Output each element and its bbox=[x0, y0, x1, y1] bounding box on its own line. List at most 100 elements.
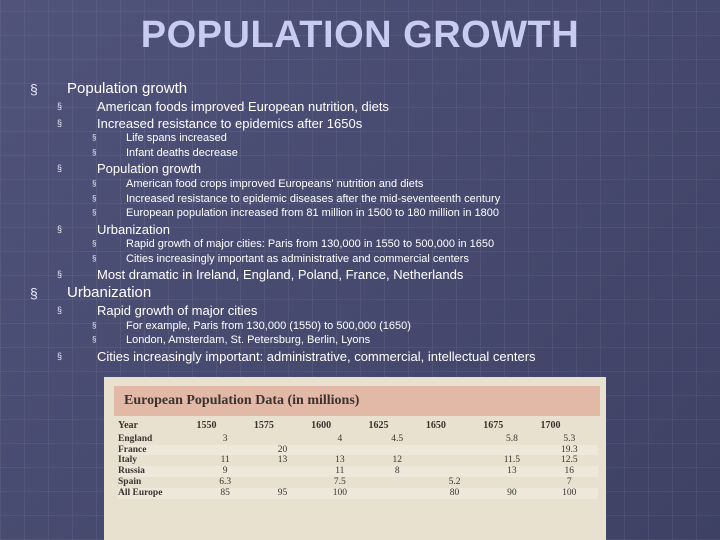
table-cell: 11 bbox=[335, 466, 345, 477]
table-cell bbox=[426, 466, 483, 477]
bullet-marker: § bbox=[92, 179, 97, 188]
table-cell bbox=[369, 477, 426, 488]
table-cell: 3 bbox=[222, 433, 228, 444]
table-header-cell: 1650 bbox=[425, 420, 446, 431]
table-title-bar: European Population Data (in millions) bbox=[114, 386, 600, 416]
table-cell: France bbox=[118, 444, 147, 455]
table-cell: 4.5 bbox=[391, 433, 404, 444]
table-cell: 4 bbox=[337, 433, 343, 444]
table-row: Spain 6.3 7.5 5.2 7 bbox=[118, 477, 598, 488]
bullet-marker: § bbox=[57, 224, 63, 234]
bullet-text: Population growth bbox=[67, 80, 188, 97]
bullet-text: Urbanization bbox=[67, 284, 152, 301]
table-row: Italy 11 13 13 12 11.5 12.5 bbox=[118, 455, 598, 466]
bullet-text: London, Amsterdam, St. Petersburg, Berli… bbox=[126, 334, 371, 346]
table-cell: 13 bbox=[507, 466, 517, 477]
table-cell: Spain bbox=[118, 476, 142, 487]
table-cell bbox=[311, 445, 368, 456]
slide-title: POPULATION GROWTH bbox=[140, 14, 580, 56]
bullet-text: Urbanization bbox=[97, 222, 170, 237]
table-header-cell: 1675 bbox=[483, 420, 504, 431]
table-cell: All Europe bbox=[118, 487, 163, 498]
bullet-text: For example, Paris from 130,000 (1550) t… bbox=[126, 320, 411, 332]
table-header-cell: 1700 bbox=[540, 420, 561, 431]
table-header-cell: 1600 bbox=[311, 420, 332, 431]
bullet-marker: § bbox=[92, 133, 97, 142]
table-cell bbox=[426, 445, 483, 456]
table-cell: 6.3 bbox=[219, 476, 232, 487]
bullet-marker: § bbox=[92, 208, 97, 217]
table-cell bbox=[483, 445, 540, 456]
table-cell: 7.5 bbox=[333, 476, 346, 487]
table-cell: 7 bbox=[566, 476, 572, 487]
table-cell: 8 bbox=[394, 466, 400, 477]
bullet-marker: § bbox=[57, 163, 63, 173]
table-cell bbox=[369, 445, 426, 456]
table-title: European Population Data (in millions) bbox=[124, 393, 360, 408]
bullet-text: Infant deaths decrease bbox=[126, 147, 238, 159]
table-header-cell: Year bbox=[118, 420, 138, 431]
population-data-table: European Population Data (in millions) Y… bbox=[104, 377, 606, 540]
table-header-cell: 1575 bbox=[253, 420, 274, 431]
bullet-marker: § bbox=[92, 239, 97, 248]
table-cell bbox=[196, 445, 253, 456]
table-cell: 100 bbox=[562, 487, 577, 498]
table-cell: 100 bbox=[332, 487, 347, 498]
table-cell bbox=[369, 488, 426, 499]
bullet-text: Rapid growth of major cities: Paris from… bbox=[126, 238, 495, 250]
bullet-text: Increased resistance to epidemic disease… bbox=[126, 193, 501, 205]
bullet-marker: § bbox=[30, 285, 38, 301]
bullet-text: Rapid growth of major cities bbox=[97, 303, 258, 318]
bullet-text: Cities increasingly important as adminis… bbox=[126, 253, 469, 265]
table-cell bbox=[254, 434, 311, 445]
table-row: All Europe 85 95 100 80 90 100 bbox=[118, 487, 598, 499]
table-cell: England bbox=[118, 433, 153, 444]
bullet-marker: § bbox=[57, 351, 63, 361]
bullet-text: Increased resistance to epidemics after … bbox=[97, 116, 363, 131]
table-header-row: Year 1550 1575 1600 1625 1650 1675 1700 bbox=[118, 420, 598, 434]
table-cell: 5.8 bbox=[505, 433, 518, 444]
table-cell: 90 bbox=[507, 487, 517, 498]
bullet-text: American foods improved European nutriti… bbox=[97, 99, 389, 114]
bullet-marker: § bbox=[92, 335, 97, 344]
table-cell: Russia bbox=[118, 466, 145, 477]
bullet-text: Life spans increased bbox=[126, 132, 227, 144]
table-cell: 9 bbox=[222, 466, 228, 477]
table-cell bbox=[254, 477, 311, 488]
table-row: Russia 9 11 8 13 16 bbox=[118, 466, 598, 477]
table-cell: 5.3 bbox=[563, 433, 576, 444]
table-cell bbox=[426, 434, 483, 445]
table-cell: 13 bbox=[335, 455, 345, 466]
bullet-marker: § bbox=[92, 321, 97, 330]
table-cell: 85 bbox=[220, 487, 230, 498]
table-cell: Italy bbox=[118, 455, 137, 466]
bullet-text: Population growth bbox=[97, 161, 202, 176]
table-header-cell: 1625 bbox=[368, 420, 389, 431]
bullet-marker: § bbox=[92, 148, 97, 157]
table-cell: 80 bbox=[449, 487, 460, 498]
table-cell: 5.2 bbox=[448, 476, 461, 487]
bullet-text: Cities increasingly important: administr… bbox=[97, 349, 536, 364]
bullet-text: Most dramatic in Ireland, England, Polan… bbox=[97, 267, 464, 282]
bullet-marker: § bbox=[57, 269, 63, 279]
table-cell: 12.5 bbox=[560, 455, 578, 466]
bullet-marker: § bbox=[57, 101, 63, 111]
bullet-marker: § bbox=[92, 194, 97, 203]
table-row: France 20 19.3 bbox=[118, 444, 598, 456]
population-table: Year 1550 1575 1600 1625 1650 1675 1700 … bbox=[118, 420, 598, 499]
table-cell: 13 bbox=[277, 455, 288, 466]
table-cell bbox=[426, 455, 483, 466]
table-cell: 95 bbox=[277, 487, 288, 498]
table-row: England 3 4 4.5 5.8 5.3 bbox=[118, 434, 598, 445]
bullet-marker: § bbox=[57, 118, 63, 128]
table-cell bbox=[483, 477, 540, 488]
table-header-cell: 1550 bbox=[196, 420, 217, 431]
bullet-marker: § bbox=[57, 305, 63, 315]
bullet-text: European population increased from 81 mi… bbox=[126, 207, 500, 219]
table-cell: 20 bbox=[277, 444, 288, 455]
bullet-marker: § bbox=[92, 254, 97, 263]
table-cell: 16 bbox=[564, 466, 575, 477]
table-cell: 11.5 bbox=[503, 455, 521, 466]
table-cell bbox=[254, 466, 311, 477]
bullet-marker: § bbox=[30, 81, 38, 97]
